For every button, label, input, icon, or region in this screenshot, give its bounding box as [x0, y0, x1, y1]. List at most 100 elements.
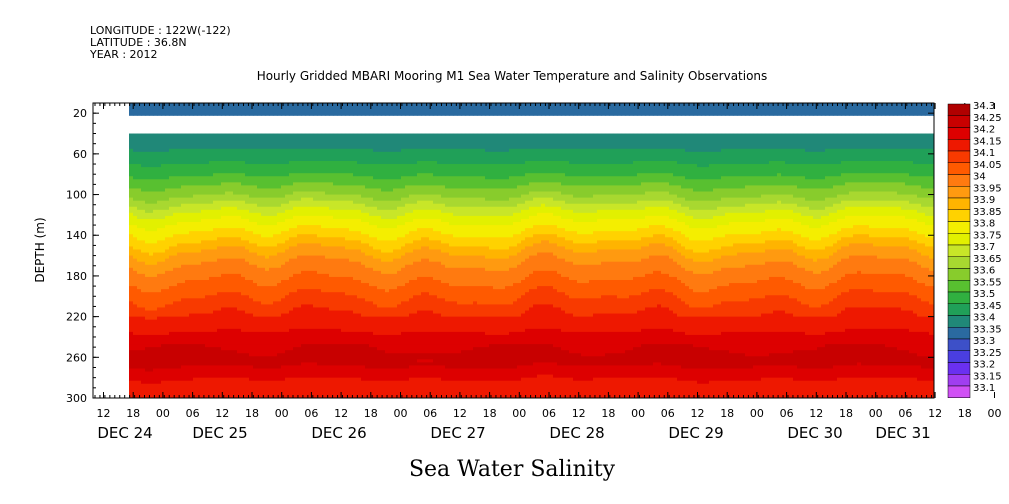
colorbar-label: 33.5 [973, 289, 995, 300]
x-day-tick-label: DEC 31 [875, 424, 930, 442]
x-hour-tick-label: 00 [750, 407, 764, 420]
colorbar-label: 33.3 [973, 336, 995, 347]
x-hour-tick-label: 06 [780, 407, 794, 420]
y-tick-label: 140 [66, 229, 87, 242]
year-label: YEAR : 2012 [90, 48, 158, 61]
colorbar-swatch [947, 186, 971, 199]
colorbar-swatch [947, 291, 971, 304]
colorbar-swatch [947, 374, 971, 387]
colorbar-swatch [947, 150, 971, 163]
y-tick-label: 60 [73, 148, 87, 161]
colorbar-swatch [947, 362, 971, 375]
y-tick-label: 260 [66, 351, 87, 364]
colorbar-swatch [947, 139, 971, 152]
latitude-label: LATITUDE : 36.8N [90, 36, 187, 49]
x-hour-tick-label: 12 [809, 407, 823, 420]
colorbar-swatch [947, 174, 971, 187]
x-hour-tick-label: 00 [631, 407, 645, 420]
x-hour-tick-label: 18 [483, 407, 497, 420]
colorbar-label: 33.15 [973, 371, 1002, 382]
colorbar-label: 33.7 [973, 242, 995, 253]
colorbar-label: 33.6 [973, 266, 995, 277]
y-tick-label: 180 [66, 270, 87, 283]
colorbar-swatch [947, 268, 971, 281]
y-axis-label: DEPTH (m) [33, 217, 47, 282]
y-axis: 20 60 100 140 180 220 260 300 [66, 102, 934, 405]
colorbar-label: 33.9 [973, 195, 995, 206]
x-hour-tick-label: 18 [126, 407, 140, 420]
x-day-tick-label: DEC 28 [549, 424, 604, 442]
x-hour-tick-label: 18 [839, 407, 853, 420]
colorbar-label: 34 [973, 172, 986, 183]
colorbar-label: 33.65 [973, 254, 1002, 265]
x-hour-tick-label: 00 [512, 407, 526, 420]
colorbar-swatch [947, 280, 971, 293]
colorbar-label: 33.85 [973, 207, 1002, 218]
colorbar-swatch [947, 327, 971, 340]
colorbar-label: 34.3 [973, 101, 995, 112]
x-day-tick-label: DEC 24 [97, 424, 152, 442]
x-hour-tick-label: 00 [156, 407, 170, 420]
colorbar-label: 33.75 [973, 230, 1002, 241]
colorbar-label: 34.2 [973, 125, 995, 136]
colorbar-swatch [947, 256, 971, 269]
colorbar-swatch [947, 209, 971, 222]
x-hour-tick-label: 00 [394, 407, 408, 420]
colorbar-swatch [947, 303, 971, 316]
x-hour-tick-label: 18 [245, 407, 259, 420]
colorbar-swatch [947, 338, 971, 351]
x-hour-tick-label: 12 [691, 407, 705, 420]
colorbar-label: 34.15 [973, 136, 1002, 147]
y-tick-label: 220 [66, 311, 87, 324]
colorbar-swatch [947, 127, 971, 140]
x-hour-tick-label: 18 [720, 407, 734, 420]
x-hour-tick-label: 06 [898, 407, 912, 420]
colorbar-swatch [947, 221, 971, 234]
colorbar-swatch [947, 115, 971, 128]
longitude-label: LONGITUDE : 122W(-122) [90, 24, 231, 37]
colorbar-label: 34.25 [973, 113, 1002, 124]
x-hour-tick-label: 12 [928, 407, 942, 420]
y-tick-label: 20 [73, 107, 87, 120]
x-hour-tick-label: 06 [186, 407, 200, 420]
colorbar-swatch [947, 385, 971, 398]
y-tick-label: 100 [66, 189, 87, 202]
colorbar-swatch [947, 315, 971, 328]
x-hour-tick-label: 12 [453, 407, 467, 420]
salinity-field [129, 103, 934, 398]
x-day-tick-label: DEC 30 [787, 424, 842, 442]
colorbar-label: 33.95 [973, 183, 1002, 194]
x-hour-tick-label: 18 [958, 407, 972, 420]
colorbar-label: 33.55 [973, 277, 1002, 288]
colorbar-label: 34.05 [973, 160, 1002, 171]
colorbar-swatch [947, 197, 971, 210]
colorbar-label: 33.1 [973, 383, 995, 394]
x-day-tick-label: DEC 26 [311, 424, 366, 442]
x-hour-tick-label: 12 [215, 407, 229, 420]
x-hour-tick-label: 06 [304, 407, 318, 420]
colorbar-label: 33.8 [973, 219, 995, 230]
colorbar-swatch [947, 103, 971, 116]
x-day-tick-label: DEC 27 [430, 424, 485, 442]
x-hour-tick-label: 18 [364, 407, 378, 420]
x-hour-tick-label: 12 [334, 407, 348, 420]
colorbar-label: 33.2 [973, 360, 995, 371]
colorbar-label: 33.45 [973, 301, 1002, 312]
colorbar-label: 33.4 [973, 313, 995, 324]
x-hour-tick-label: 18 [601, 407, 615, 420]
chart-title: Hourly Gridded MBARI Mooring M1 Sea Wate… [257, 69, 768, 83]
x-hour-tick-label: 00 [275, 407, 289, 420]
x-hour-tick-label: 06 [661, 407, 675, 420]
x-hour-tick-label: 12 [97, 407, 111, 420]
x-hour-tick-label: 06 [423, 407, 437, 420]
colorbar-swatch [947, 162, 971, 175]
colorbar-swatch [947, 350, 971, 363]
colorbar-label: 33.25 [973, 348, 1002, 359]
y-tick-label: 300 [66, 392, 87, 405]
x-axis: 12 18 00 06 12 18 00 06 12 18 00 06 12 18 00 06 12 18 00 06… [94, 103, 1002, 442]
x-hour-tick-label: 12 [572, 407, 586, 420]
plot-frame [92, 102, 935, 399]
x-day-tick-label: DEC 25 [192, 424, 247, 442]
colorbar-label: 34.1 [973, 148, 995, 159]
